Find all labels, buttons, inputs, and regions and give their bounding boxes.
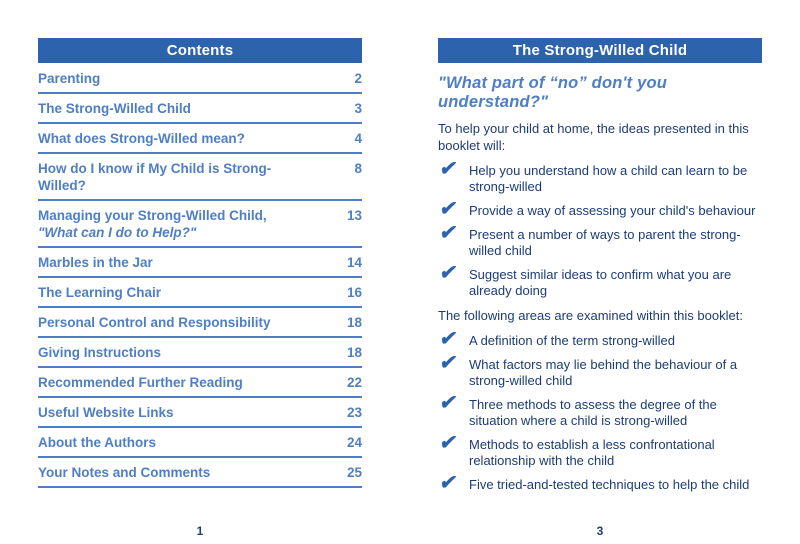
list-item-text: Suggest similar ideas to confirm what yo… xyxy=(469,267,732,298)
toc-entry: How do I know if My Child is Strong-Will… xyxy=(38,154,362,201)
toc-entry: The Learning Chair 16 xyxy=(38,278,362,308)
toc-entry-label: Useful Website Links xyxy=(38,405,174,420)
list-item: ✔ Three methods to assess the degree of … xyxy=(438,392,762,429)
check-icon: ✔ xyxy=(438,432,459,454)
toc-entry-label: Managing your Strong-Willed Child, xyxy=(38,208,267,223)
check-icon: ✔ xyxy=(438,222,459,244)
toc-entry-label: How do I know if My Child is Strong-Will… xyxy=(38,161,272,193)
list-item: ✔ Suggest similar ideas to confirm what … xyxy=(438,262,762,299)
check-icon: ✔ xyxy=(438,198,459,220)
check-icon: ✔ xyxy=(438,472,459,494)
toc-entry-label: The Learning Chair xyxy=(38,285,162,300)
page-number-right: 3 xyxy=(596,524,604,538)
benefits-list: ✔ Help you understand how a child can le… xyxy=(438,158,762,299)
toc-entry-page: 24 xyxy=(346,435,362,450)
toc-entry-page: 23 xyxy=(346,405,362,420)
page-number-left: 1 xyxy=(196,524,204,538)
toc-entry: About the Authors 24 xyxy=(38,428,362,458)
check-icon: ✔ xyxy=(438,352,459,374)
toc-entry-label: Your Notes and Comments xyxy=(38,465,211,480)
toc-entry: Your Notes and Comments 25 xyxy=(38,458,362,488)
toc-entry: The Strong-Willed Child 3 xyxy=(38,94,362,124)
list-item-text: A definition of the term strong-willed xyxy=(469,333,675,348)
toc-entry-page: 13 xyxy=(346,208,362,223)
toc-entry-label: What does Strong-Willed mean? xyxy=(38,131,245,146)
list-item-text: Help you understand how a child can lear… xyxy=(469,163,748,194)
list-item: ✔ Methods to establish a less confrontat… xyxy=(438,432,762,469)
areas-list: ✔ A definition of the term strong-willed… xyxy=(438,328,762,494)
toc-entry-page: 3 xyxy=(354,101,362,116)
toc-entry-page: 18 xyxy=(346,315,362,330)
toc-entry-label: Giving Instructions xyxy=(38,345,162,360)
chapter-quote: "What part of “no” don't you understand?… xyxy=(438,74,668,111)
contents-title: Contents xyxy=(166,42,234,59)
toc-entry: Personal Control and Responsibility 18 xyxy=(38,308,362,338)
toc-entry: Giving Instructions 18 xyxy=(38,338,362,368)
chapter-page: The Strong-Willed Child "What part of “n… xyxy=(400,0,800,544)
chapter-title: The Strong-Willed Child xyxy=(512,42,688,59)
toc-entry-page: 14 xyxy=(346,255,362,270)
toc-entry-label: About the Authors xyxy=(38,435,156,450)
list-item-text: What factors may lie behind the behaviou… xyxy=(469,357,738,388)
check-icon: ✔ xyxy=(438,262,459,284)
toc-entry-page: 22 xyxy=(346,375,362,390)
toc-entry: Marbles in the Jar 14 xyxy=(38,248,362,278)
list-item-text: Five tried-and-tested techniques to help… xyxy=(469,477,750,492)
list-item: ✔ Help you understand how a child can le… xyxy=(438,158,762,195)
toc-entry-page: 4 xyxy=(354,131,362,146)
toc-entry-page: 16 xyxy=(346,285,362,300)
toc-entry: Managing your Strong-Willed Child, "What … xyxy=(38,201,362,248)
toc-entry: Useful Website Links 23 xyxy=(38,398,362,428)
toc-list: Parenting 2 The Strong-Willed Child 3 Wh… xyxy=(38,64,362,488)
toc-entry-page: 25 xyxy=(346,465,362,480)
list-item: ✔ Provide a way of assessing your child'… xyxy=(438,198,762,220)
toc-entry-sublabel: "What can I do to Help?" xyxy=(38,225,197,240)
list-item-text: Present a number of ways to parent the s… xyxy=(469,227,741,258)
intro-text-2: The following areas are examined within … xyxy=(438,308,743,323)
list-item: ✔ Five tried-and-tested techniques to he… xyxy=(438,472,762,494)
list-item: ✔ What factors may lie behind the behavi… xyxy=(438,352,762,389)
toc-entry-page: 2 xyxy=(354,71,362,86)
toc-entry-label: Recommended Further Reading xyxy=(38,375,243,390)
contents-header: Contents xyxy=(38,38,362,63)
toc-entry-label: Marbles in the Jar xyxy=(38,255,153,270)
chapter-header: The Strong-Willed Child xyxy=(438,38,762,63)
toc-entry-label: Personal Control and Responsibility xyxy=(38,315,271,330)
intro-text-1: To help your child at home, the ideas pr… xyxy=(438,121,749,153)
toc-entry-page: 8 xyxy=(354,161,362,176)
list-item: ✔ A definition of the term strong-willed xyxy=(438,328,762,350)
toc-entry: Recommended Further Reading 22 xyxy=(38,368,362,398)
list-item-text: Provide a way of assessing your child's … xyxy=(469,203,756,218)
toc-entry-label: The Strong-Willed Child xyxy=(38,101,191,116)
check-icon: ✔ xyxy=(438,328,459,350)
toc-entry-label: Parenting xyxy=(38,71,101,86)
list-item-text: Methods to establish a less confrontatio… xyxy=(469,437,715,468)
contents-page: Contents Parenting 2 The Strong-Willed C… xyxy=(38,38,362,538)
list-item: ✔ Present a number of ways to parent the… xyxy=(438,222,762,259)
list-item-text: Three methods to assess the degree of th… xyxy=(469,397,717,428)
toc-entry: What does Strong-Willed mean? 4 xyxy=(38,124,362,154)
toc-entry: Parenting 2 xyxy=(38,64,362,94)
check-icon: ✔ xyxy=(438,158,459,180)
toc-entry-page: 18 xyxy=(346,345,362,360)
check-icon: ✔ xyxy=(438,392,459,414)
